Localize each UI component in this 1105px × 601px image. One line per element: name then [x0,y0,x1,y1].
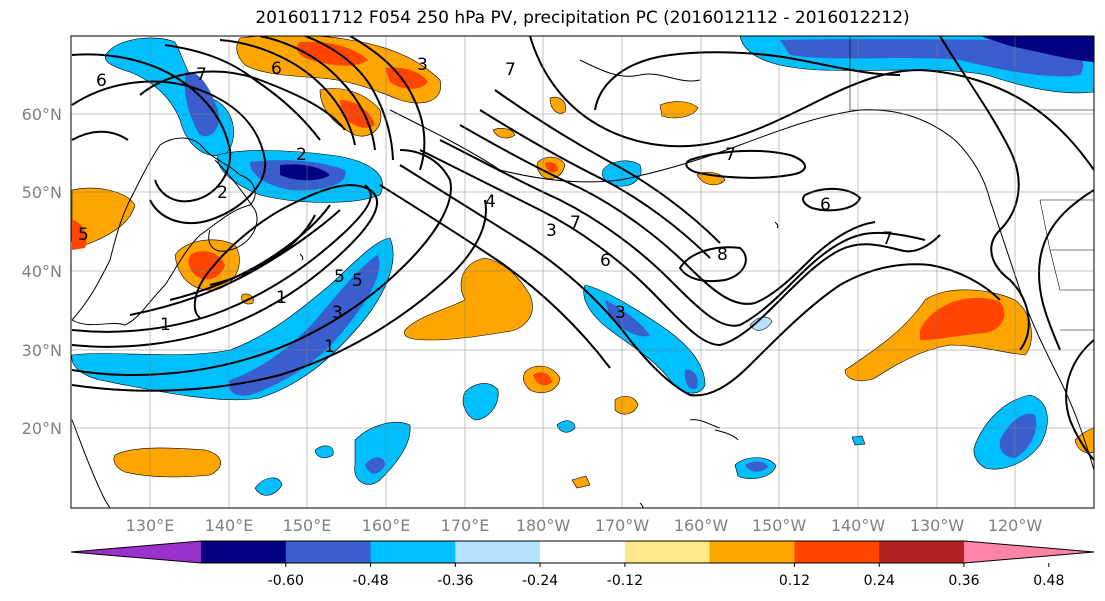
lon-label: 140°W [831,516,886,535]
country-borders [849,36,1094,331]
colorbar-tick-label: 0.24 [864,573,895,589]
lon-label: 180°W [516,516,571,535]
colorbar-swatch [709,541,795,563]
contour-label: 1 [324,337,335,357]
contour-label: 6 [271,59,282,79]
colorbar-swatch [285,541,372,563]
map-grid [71,36,1094,508]
contour-labels: 6 7 6 2 2 3 1 5 5 3 1 4 3 7 6 8 3 7 6 7 [78,55,893,357]
colorbar-swatch [624,541,711,563]
lon-label: 150°W [752,516,807,535]
contour-label: 3 [615,303,626,323]
colorbar-tick-label: -0.24 [522,573,558,589]
lat-label: 60°N [22,105,62,124]
plot-area: 6 7 6 2 2 3 1 5 5 3 1 4 3 7 6 8 3 7 6 7 [71,36,1094,508]
colorbar-swatch [540,541,626,563]
colorbar-tick-label: 0.48 [1033,573,1064,589]
contour-label: 2 [217,183,228,203]
contour-label: 3 [546,221,557,241]
contour-label: 2 [296,145,307,165]
lon-label: 130°W [910,516,965,535]
lon-label: 170°E [441,516,490,535]
plot-frame [70,35,1095,509]
lon-label: 160°E [362,516,411,535]
lat-label: 30°N [22,341,62,360]
colorbar-tick-label: -0.36 [437,573,473,589]
colorbar-tick-label: -0.48 [352,573,388,589]
contour-label: 4 [485,192,496,212]
contour-label: 3 [332,303,343,323]
contour-label: 1 [276,288,287,308]
latitude-labels: 60°N 50°N 40°N 30°N 20°N [22,105,62,438]
contour-label: 1 [160,315,171,335]
negative-precip-shading [71,36,1094,496]
lon-label: 160°W [674,516,729,535]
lon-label: 170°W [595,516,650,535]
contour-label: 3 [417,55,428,75]
contour-label: 7 [882,229,893,249]
colorbar-swatch [201,541,287,563]
lat-label: 20°N [22,419,62,438]
lon-label: 130°E [126,516,175,535]
colorbar-swatch [794,541,880,563]
contour-label: 5 [334,267,345,287]
contour-label: 7 [196,65,207,85]
colorbar-swatch [455,541,541,563]
lat-label: 50°N [22,183,62,202]
contour-label: 6 [820,195,831,215]
lon-label: 120°W [988,516,1043,535]
contour-label: 7 [505,60,516,80]
colorbar-outline [70,540,1095,564]
longitude-labels: 130°E 140°E 150°E 160°E 170°E 180°W 170°… [126,516,1043,535]
colorbar-extend-min [71,541,201,563]
contour-label: 6 [600,251,611,271]
contour-label: 5 [352,271,363,291]
map-title: 2016011712 F054 250 hPa PV, precipitatio… [255,8,910,28]
lon-label: 140°E [205,516,254,535]
colorbar-tick-labels: -0.60 -0.48 -0.36 -0.24 -0.12 0.12 0.24 0.36 0.4… [268,563,1064,589]
colorbar [70,540,1095,564]
contour-label: 7 [570,213,581,233]
colorbar-tick-label: -0.12 [607,573,643,589]
contour-label: 5 [78,225,89,245]
contour-label: 7 [725,145,736,165]
pv-contours [71,36,1094,461]
colorbar-swatch [370,541,456,563]
contour-label: 8 [717,245,728,265]
lon-label: 150°E [283,516,332,535]
coastlines [71,59,1094,508]
colorbar-tick-label: 0.12 [779,573,810,589]
colorbar-extend-max [964,541,1094,563]
colorbar-tick-label: 0.36 [948,573,979,589]
lat-label: 40°N [22,262,62,281]
contour-label: 6 [96,71,107,91]
colorbar-swatch [879,541,965,563]
colorbar-tick-label: -0.60 [268,573,304,589]
